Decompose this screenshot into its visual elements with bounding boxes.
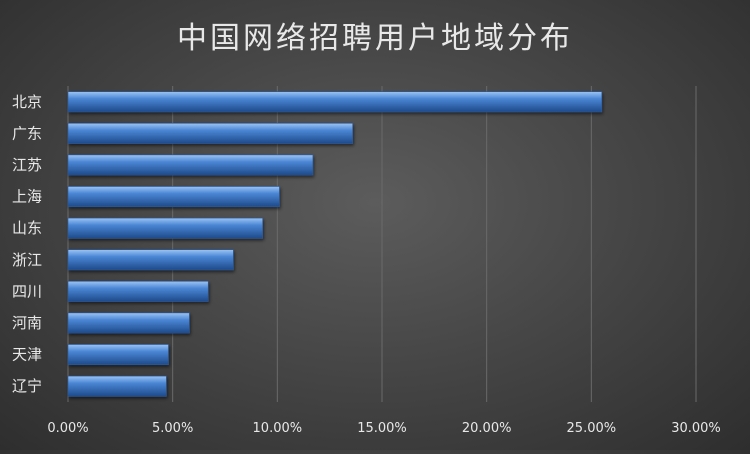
category-label: 江苏 [12, 156, 42, 174]
x-tick-label: 15.00% [357, 421, 407, 436]
chart-title: 中国网络招聘用户地域分布 [177, 21, 573, 56]
bars [67, 91, 603, 397]
bar-10 [67, 375, 167, 397]
category-label: 四川 [12, 282, 42, 300]
bar-1 [67, 91, 603, 113]
category-label: 上海 [12, 188, 42, 206]
x-tick-labels: 0.00% 5.00% 10.00% 15.00% 20.00% 25.00% 30.00% [47, 421, 720, 436]
category-label: 山东 [12, 219, 42, 237]
bar-7 [67, 280, 209, 302]
bar-4 [67, 186, 280, 208]
x-tick-label: 10.00% [253, 421, 303, 436]
category-label: 北京 [12, 93, 42, 111]
x-tick-label: 25.00% [567, 421, 617, 436]
x-tick-label: 0.00% [47, 421, 88, 436]
bar-5 [67, 217, 263, 239]
bar-8 [67, 312, 190, 334]
bar-3 [67, 154, 314, 176]
category-label: 天津 [12, 346, 42, 364]
category-label: 河南 [12, 314, 42, 332]
x-tick-label: 30.00% [671, 421, 721, 436]
bar-2 [67, 122, 353, 144]
category-label: 辽宁 [12, 377, 42, 395]
bar-9 [67, 344, 169, 366]
x-tick-label: 20.00% [462, 421, 512, 436]
category-label: 浙江 [12, 251, 42, 269]
x-tick-label: 5.00% [152, 421, 193, 436]
bar-6 [67, 249, 234, 271]
category-label: 广东 [12, 124, 42, 142]
